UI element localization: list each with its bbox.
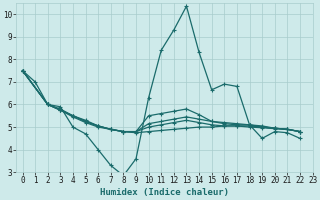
X-axis label: Humidex (Indice chaleur): Humidex (Indice chaleur) <box>100 188 229 197</box>
